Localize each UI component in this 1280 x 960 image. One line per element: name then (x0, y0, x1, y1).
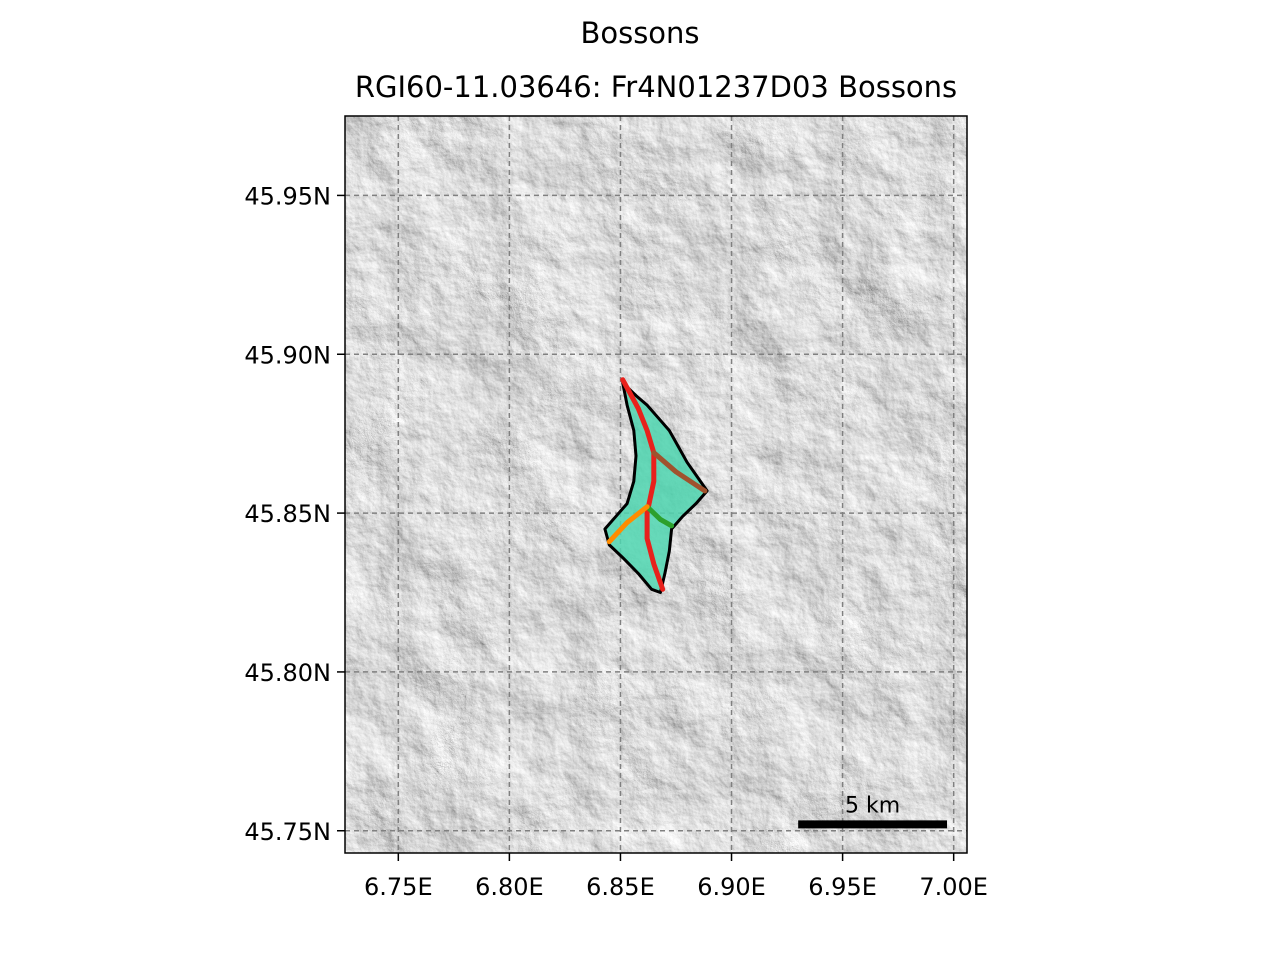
flowline-3[interactable] (606, 504, 650, 545)
x-tick-label: 7.00E (919, 873, 988, 901)
y-tick-label: 45.95N (244, 182, 331, 210)
scale-bar-label: 5 km (845, 793, 900, 818)
scale-bar: 5 km (798, 793, 948, 829)
glacier-outline[interactable] (603, 381, 709, 594)
x-tick-label: 6.80E (475, 873, 544, 901)
y-tick-label: 45.85N (244, 500, 331, 528)
flowline-2[interactable] (644, 504, 675, 529)
y-tick-label: 45.75N (244, 818, 331, 846)
glacier-layer (603, 377, 709, 594)
y-tick-label: 45.90N (244, 341, 331, 369)
figure-suptitle: Bossons (580, 16, 700, 50)
axis-ticks: 6.75E 6.80E 6.85E 6.90E 6.95E 7.00E 45.95N 45.9… (244, 182, 988, 901)
y-tick-label: 45.80N (244, 659, 331, 687)
map-title: RGI60-11.03646: Fr4N01237D03 Bossons (354, 70, 958, 104)
flowline-0[interactable] (620, 377, 666, 592)
map-area[interactable] (345, 116, 967, 853)
x-tick-label: 6.75E (364, 873, 433, 901)
x-tick-label: 6.85E (586, 873, 655, 901)
map-frame (344, 115, 968, 854)
flowline-1[interactable] (651, 450, 708, 494)
x-tick-label: 6.95E (808, 873, 877, 901)
x-tick-label: 6.90E (697, 873, 766, 901)
